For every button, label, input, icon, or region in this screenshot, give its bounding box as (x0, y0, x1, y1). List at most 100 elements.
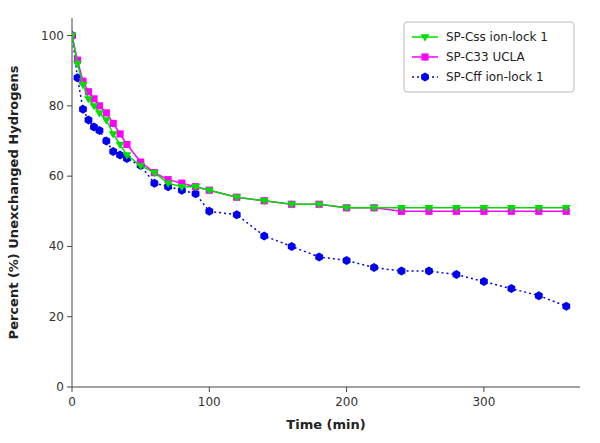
y-tick-label: 20 (49, 310, 64, 324)
data-point (424, 205, 433, 212)
legend-label: SP-Cff ion-lock 1 (446, 70, 544, 84)
data-point (233, 210, 241, 219)
series (72, 31, 570, 311)
data-point (315, 202, 324, 209)
data-point (192, 183, 199, 190)
data-point (370, 205, 379, 212)
legend-label: SP-C33 UCLA (446, 50, 526, 64)
series (72, 33, 571, 212)
data-point (84, 96, 93, 103)
data-point (73, 61, 82, 68)
x-tick-label: 100 (198, 395, 221, 409)
y-tick (67, 105, 72, 106)
data-point (72, 33, 77, 40)
data-point (116, 142, 125, 149)
data-point (136, 163, 145, 170)
data-point (507, 205, 516, 212)
data-point (316, 201, 323, 208)
series-line (72, 36, 566, 307)
series-line (72, 36, 566, 212)
data-point (397, 205, 406, 212)
data-point (479, 205, 488, 212)
data-point (85, 115, 93, 124)
data-point (233, 194, 240, 201)
data-point (507, 284, 515, 293)
data-point (343, 256, 351, 265)
data-point (150, 179, 158, 188)
legend-marker (421, 73, 429, 82)
data-point (205, 188, 214, 195)
data-point (109, 131, 118, 138)
y-tick (67, 316, 72, 317)
chart: 0 100 200 300 0 20 40 60 80 100 Time (min) Percent … (0, 0, 600, 443)
legend-box (404, 22, 574, 92)
y-tick-label: 60 (49, 169, 64, 183)
data-point (122, 152, 131, 159)
data-point (78, 82, 87, 89)
data-point (343, 204, 350, 211)
data-point (425, 267, 433, 276)
y-axis-line (72, 18, 73, 387)
data-point (452, 205, 461, 212)
x-axis-line (72, 387, 580, 388)
y-tick (67, 246, 72, 247)
data-point (150, 170, 159, 177)
data-point (72, 32, 76, 39)
series (72, 32, 570, 215)
data-point (342, 205, 351, 212)
data-point (370, 263, 378, 272)
data-point (79, 105, 87, 114)
data-point (232, 195, 241, 202)
data-point (164, 180, 173, 187)
data-point (288, 201, 295, 208)
data-point (260, 198, 269, 205)
legend-label: SP-Css ion-lock 1 (446, 30, 548, 44)
x-tick (72, 387, 73, 392)
legend: SP-Css ion-lock 1 SP-C33 UCLA SP-Cff ion-l… (404, 22, 574, 92)
legend-marker (421, 34, 430, 41)
y-tick (67, 35, 72, 36)
data-point (535, 291, 543, 300)
data-point (480, 277, 488, 286)
data-point (95, 110, 104, 117)
data-point (261, 197, 268, 204)
data-point (191, 184, 200, 191)
data-point (177, 184, 186, 191)
data-point (102, 137, 110, 146)
data-point (562, 205, 571, 212)
x-tick-label: 0 (68, 395, 76, 409)
x-tick-label: 200 (335, 395, 358, 409)
data-point (453, 270, 461, 279)
x-axis-label: Time (min) (286, 417, 365, 432)
data-point (205, 207, 213, 216)
data-point (110, 120, 117, 127)
data-point (109, 147, 117, 156)
data-point (72, 31, 76, 40)
data-point (89, 103, 98, 110)
data-point (96, 126, 104, 135)
y-tick-label: 80 (49, 99, 64, 113)
legend-marker (421, 53, 428, 60)
data-point (287, 202, 296, 209)
y-tick-label: 40 (49, 239, 64, 253)
y-tick-label: 0 (56, 380, 64, 394)
x-tick (483, 387, 484, 392)
data-point (398, 267, 406, 276)
y-tick (67, 176, 72, 177)
data-point (116, 151, 124, 160)
series-line (72, 36, 566, 208)
data-point (534, 205, 543, 212)
data-point (370, 204, 377, 211)
y-tick-label: 100 (41, 29, 64, 43)
x-tick (209, 387, 210, 392)
x-tick-label: 300 (472, 395, 495, 409)
data-point (288, 242, 296, 251)
data-point (206, 187, 213, 194)
data-point (260, 231, 268, 240)
data-point (562, 302, 570, 311)
y-tick (67, 387, 72, 388)
y-axis-label: Percent (%) Unexchanged Hydrogens (6, 65, 21, 339)
plot-area (72, 31, 571, 311)
data-point (315, 252, 323, 261)
data-point (102, 117, 111, 124)
